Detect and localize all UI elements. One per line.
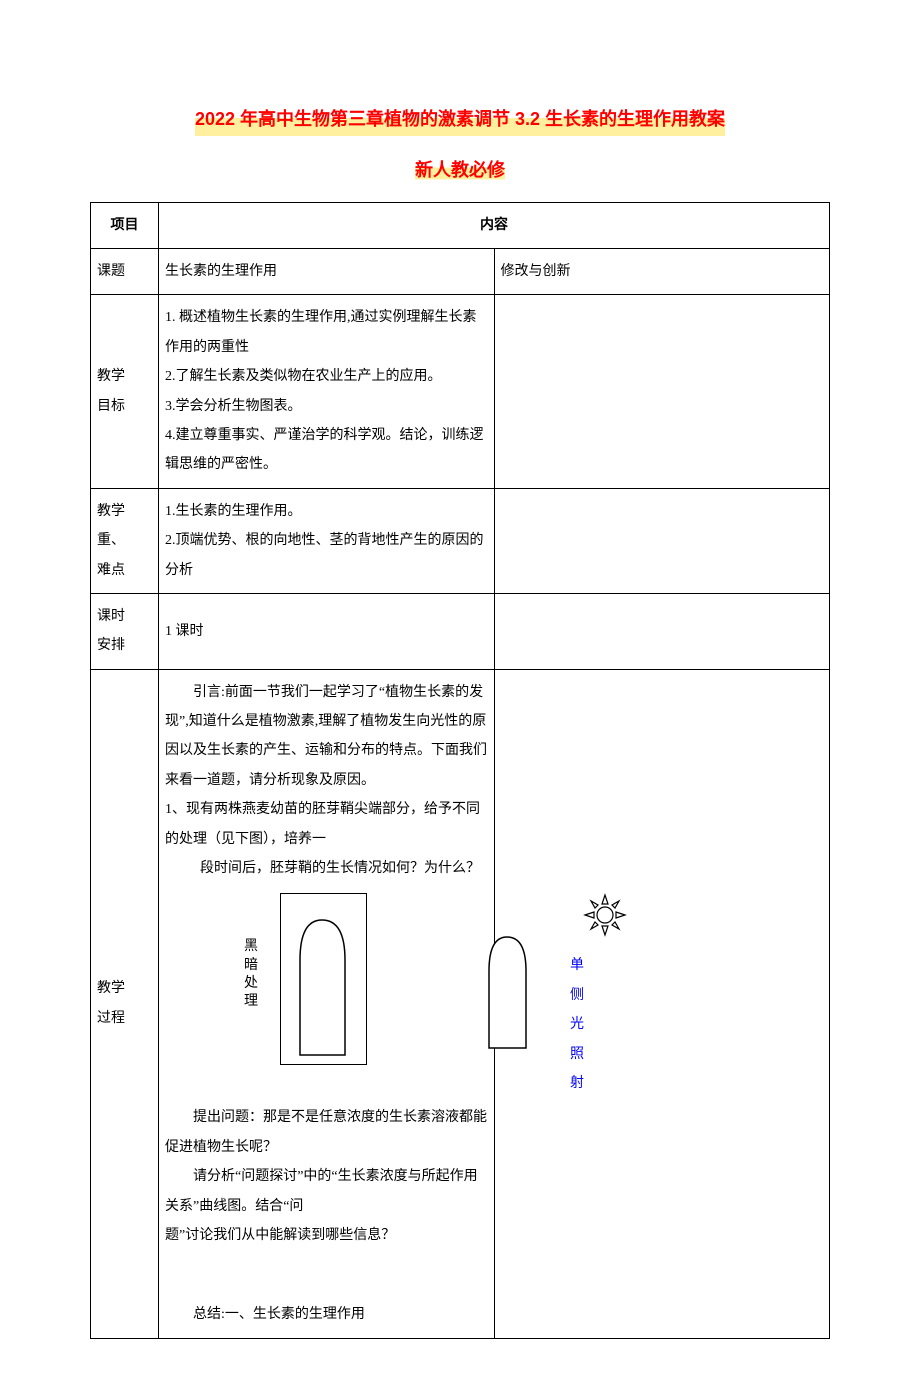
question-1-main: 1、现有两株燕麦幼苗的胚芽鞘尖端部分，给予不同的处理（见下图），培养一 [165, 795, 488, 854]
document-title-line1: 2022 年高中生物第三章植物的激素调节 3.2 生长素的生理作用教案 [195, 100, 725, 140]
subtitle-container: 新人教必修 [90, 156, 830, 202]
table-row-process: 教学 过程 引言:前面一节我们一起学习了“植物生长素的发现”,知道什么是植物激素… [91, 669, 830, 1338]
notes-cell [494, 488, 830, 593]
dark-treatment-label: 黑 暗 处 理 [243, 938, 259, 1011]
summary-line: 总结:一、生长素的生理作用 [165, 1300, 488, 1329]
question-1-sub: 段时间后，胚芽鞘的生长情况如何？为什么？ [165, 854, 488, 883]
keypoint-item: 2.顶端优势、根的向地性、茎的背地性产生的原因的分析 [165, 526, 488, 585]
schedule-content: 1 课时 [159, 593, 495, 669]
label-text: 重、 [97, 526, 152, 555]
objective-item: 1. 概述植物生长素的生理作用,通过实例理解生长素作用的两重性 [165, 303, 488, 362]
row-label-schedule: 课时 安排 [91, 593, 159, 669]
label-text: 教学 [97, 974, 152, 1003]
experiment-diagram: 黑 暗 处 理 [165, 893, 488, 1093]
label-text: 过程 [97, 1004, 152, 1033]
followup-question-2b: 题”讨论我们从中能解读到哪些信息？ [165, 1221, 488, 1250]
topic-content: 生长素的生理作用 [159, 248, 495, 294]
label-text: 教学 [97, 362, 152, 391]
vlabel-char: 处 [244, 976, 258, 991]
coleoptile-shape-2 [485, 933, 530, 1053]
vlabel-char: 暗 [244, 958, 258, 973]
objectives-content: 1. 概述植物生长素的生理作用,通过实例理解生长素作用的两重性 2.了解生长素及… [159, 295, 495, 488]
followup-question-2a: 请分析“问题探讨”中的“生长素浓度与所起作用关系”曲线图。结合“问 [165, 1162, 488, 1221]
table-row-schedule: 课时 安排 1 课时 [91, 593, 830, 669]
label-text: 教学 [97, 497, 152, 526]
table-row-keypoints: 教学 重、 难点 1.生长素的生理作用。 2.顶端优势、根的向地性、茎的背地性产… [91, 488, 830, 593]
document-title-line2: 新人教必修 [415, 156, 505, 182]
lesson-plan-table: 项目 内容 课题 生长素的生理作用 修改与创新 教学 目标 1. 概述植物生长素… [90, 202, 830, 1339]
table-header-row: 项目 内容 [91, 202, 830, 248]
coleoptile-shape-1 [295, 915, 350, 1060]
vlabel-char: 黑 [244, 939, 258, 954]
label-text: 目标 [97, 392, 152, 421]
sun-icon [583, 893, 627, 937]
header-project: 项目 [91, 202, 159, 248]
objective-item: 4.建立尊重事实、严谨治学的科学观。结论，训练逻辑思维的严密性。 [165, 421, 488, 480]
intro-paragraph: 引言:前面一节我们一起学习了“植物生长素的发现”,知道什么是植物激素,理解了植物… [165, 678, 488, 796]
title-container: 2022 年高中生物第三章植物的激素调节 3.2 生长素的生理作用教案 [90, 100, 830, 156]
objective-item: 3.学会分析生物图表。 [165, 392, 488, 421]
unilateral-light-label: 单侧光照射 [570, 951, 584, 1098]
label-text: 难点 [97, 556, 152, 585]
header-content: 内容 [159, 202, 830, 248]
notes-cell [494, 593, 830, 669]
vlabel-char: 理 [244, 994, 258, 1009]
notes-cell [494, 669, 830, 1338]
row-label-process: 教学 过程 [91, 669, 159, 1338]
keypoints-content: 1.生长素的生理作用。 2.顶端优势、根的向地性、茎的背地性产生的原因的分析 [159, 488, 495, 593]
process-content: 引言:前面一节我们一起学习了“植物生长素的发现”,知道什么是植物激素,理解了植物… [159, 669, 495, 1338]
label-text: 安排 [97, 631, 152, 660]
objective-item: 2.了解生长素及类似物在农业生产上的应用。 [165, 362, 488, 391]
row-label-topic: 课题 [91, 248, 159, 294]
table-row-topic: 课题 生长素的生理作用 修改与创新 [91, 248, 830, 294]
row-label-objectives: 教学 目标 [91, 295, 159, 488]
keypoint-item: 1.生长素的生理作用。 [165, 497, 488, 526]
label-text: 课时 [97, 602, 152, 631]
intro-text: 引言:前面一节我们一起学习了“植物生长素的发现”,知道什么是植物激素,理解了植物… [165, 678, 488, 796]
document-page: 2022 年高中生物第三章植物的激素调节 3.2 生长素的生理作用教案 新人教必… [0, 0, 920, 1399]
notes-header: 修改与创新 [494, 248, 830, 294]
notes-cell [494, 295, 830, 488]
followup-question-1: 提出问题：那是不是任意浓度的生长素溶液都能促进植物生长呢？ [165, 1103, 488, 1162]
row-label-keypoints: 教学 重、 难点 [91, 488, 159, 593]
table-row-objectives: 教学 目标 1. 概述植物生长素的生理作用,通过实例理解生长素作用的两重性 2.… [91, 295, 830, 488]
